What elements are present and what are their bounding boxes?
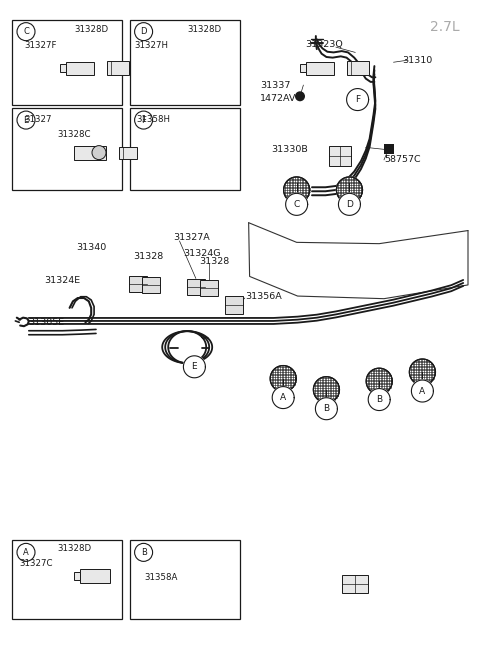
Text: 31328: 31328 xyxy=(199,257,229,267)
Polygon shape xyxy=(272,386,294,409)
Polygon shape xyxy=(409,359,435,385)
Text: 31358A: 31358A xyxy=(144,573,178,582)
Bar xyxy=(66,62,94,75)
Text: 31310: 31310 xyxy=(402,56,432,65)
Text: 31327A: 31327A xyxy=(173,233,210,242)
Polygon shape xyxy=(411,380,433,402)
Polygon shape xyxy=(368,388,390,411)
Text: A: A xyxy=(420,386,425,396)
Bar xyxy=(119,147,137,159)
Polygon shape xyxy=(366,368,392,394)
Bar xyxy=(142,277,160,293)
Bar xyxy=(306,62,334,75)
Text: D: D xyxy=(140,27,147,36)
Bar xyxy=(384,143,394,154)
Circle shape xyxy=(295,91,305,102)
Text: 31327C: 31327C xyxy=(19,559,53,568)
Text: 31324E: 31324E xyxy=(44,276,80,285)
Polygon shape xyxy=(315,398,337,420)
Text: 31328D: 31328D xyxy=(74,25,108,34)
Text: 31337: 31337 xyxy=(260,81,290,90)
Polygon shape xyxy=(336,177,362,203)
Text: 31324G: 31324G xyxy=(183,249,221,258)
Text: E: E xyxy=(24,115,29,124)
Text: A: A xyxy=(23,548,29,557)
Polygon shape xyxy=(313,377,339,403)
Bar xyxy=(347,61,369,75)
Circle shape xyxy=(17,23,35,41)
Text: B: B xyxy=(141,548,146,557)
Circle shape xyxy=(134,544,153,561)
Text: E: E xyxy=(192,362,197,371)
Text: 31327H: 31327H xyxy=(134,41,168,50)
Polygon shape xyxy=(284,177,310,203)
Text: A: A xyxy=(280,393,286,402)
Bar xyxy=(74,572,80,580)
Text: 31340: 31340 xyxy=(76,243,106,252)
Bar xyxy=(329,146,351,166)
Bar xyxy=(342,575,368,593)
Text: F: F xyxy=(355,95,360,104)
Text: C: C xyxy=(23,27,29,36)
Circle shape xyxy=(17,111,35,129)
Bar xyxy=(12,20,122,105)
Text: 31323Q: 31323Q xyxy=(305,40,343,49)
Text: 31327: 31327 xyxy=(24,115,51,124)
Polygon shape xyxy=(286,193,308,215)
Bar xyxy=(300,64,306,72)
Text: C: C xyxy=(293,200,300,209)
Text: 58757C: 58757C xyxy=(384,155,420,164)
Bar xyxy=(225,295,243,314)
Bar xyxy=(130,540,240,619)
Circle shape xyxy=(17,544,35,561)
Circle shape xyxy=(92,145,106,160)
Bar xyxy=(60,64,66,72)
Text: 31328C: 31328C xyxy=(58,130,91,139)
Text: 31330B: 31330B xyxy=(271,145,308,154)
Bar xyxy=(130,20,240,105)
Polygon shape xyxy=(347,88,369,111)
Circle shape xyxy=(134,111,153,129)
Text: D: D xyxy=(346,200,353,209)
Polygon shape xyxy=(338,193,360,215)
Text: 31327F: 31327F xyxy=(24,41,57,50)
Bar xyxy=(74,145,106,160)
Text: 1472AV: 1472AV xyxy=(260,94,297,103)
Bar xyxy=(130,108,240,190)
Polygon shape xyxy=(183,356,205,378)
Text: 2.7L: 2.7L xyxy=(431,20,460,34)
Bar xyxy=(80,569,110,584)
Text: 31358H: 31358H xyxy=(137,115,171,124)
Bar xyxy=(200,280,218,296)
Bar xyxy=(12,108,122,190)
Text: 31356A: 31356A xyxy=(245,292,282,301)
Text: 31328: 31328 xyxy=(133,252,164,261)
Text: B: B xyxy=(324,404,329,413)
Text: B: B xyxy=(376,395,382,404)
Circle shape xyxy=(134,23,153,41)
Text: 31328D: 31328D xyxy=(187,25,221,34)
Text: F: F xyxy=(141,115,146,124)
Bar xyxy=(129,276,147,291)
Bar xyxy=(12,540,122,619)
Polygon shape xyxy=(270,365,296,392)
Bar xyxy=(107,61,129,75)
Bar xyxy=(187,279,205,295)
Text: 31305E: 31305E xyxy=(28,318,64,327)
Text: 31328D: 31328D xyxy=(58,544,92,553)
